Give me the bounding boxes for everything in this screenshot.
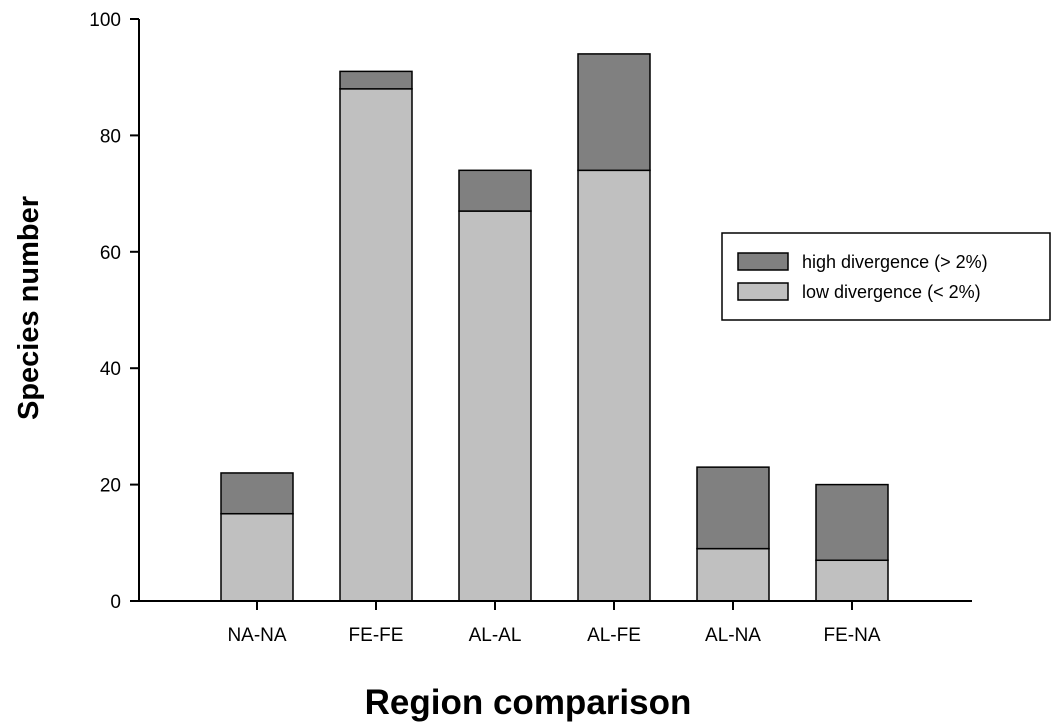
bar-segment: [220, 512, 294, 602]
bar-segment: [458, 210, 532, 602]
bar-segment: [577, 169, 651, 602]
legend: high divergence (> 2%) low divergence (< …: [721, 232, 1051, 321]
y-tick-label: 20: [100, 476, 121, 497]
bar-segment: [339, 70, 413, 90]
legend-label: low divergence (< 2%): [802, 282, 981, 302]
legend-box: [721, 232, 1051, 321]
y-tick-label: 40: [100, 359, 121, 380]
x-tick-label: AL-NA: [705, 625, 761, 646]
bar-segment: [220, 472, 294, 515]
bar-segment: [815, 559, 889, 602]
bar-segment: [339, 88, 413, 602]
x-tick-label: NA-NA: [227, 625, 286, 646]
x-ticks-group: NA-NA FE-FE AL-AL AL-FE AL-NA FE-NA: [227, 601, 881, 646]
bar-segment: [696, 547, 770, 602]
x-tick-label: AL-AL: [469, 625, 522, 646]
y-tick-label: 80: [100, 126, 121, 147]
legend-swatch: [737, 252, 789, 271]
x-axis-title: Region comparison: [365, 683, 692, 722]
bars-group: [220, 53, 889, 602]
bar-segment: [577, 53, 651, 172]
legend-label: high divergence (> 2%): [802, 252, 988, 272]
bar-segment: [696, 466, 770, 550]
y-axis-title: Species number: [13, 196, 45, 420]
bar-segment: [458, 169, 532, 212]
legend-swatch: [737, 282, 789, 301]
x-tick-label: FE-NA: [824, 625, 881, 646]
y-tick-label: 60: [100, 243, 121, 264]
y-tick-label: 0: [110, 592, 121, 613]
y-ticks-group: 0 20 40 60 80 100: [89, 10, 139, 613]
x-tick-label: FE-FE: [349, 625, 404, 646]
x-tick-label: AL-FE: [587, 625, 641, 646]
y-tick-label: 100: [89, 10, 121, 31]
bar-segment: [815, 483, 889, 562]
